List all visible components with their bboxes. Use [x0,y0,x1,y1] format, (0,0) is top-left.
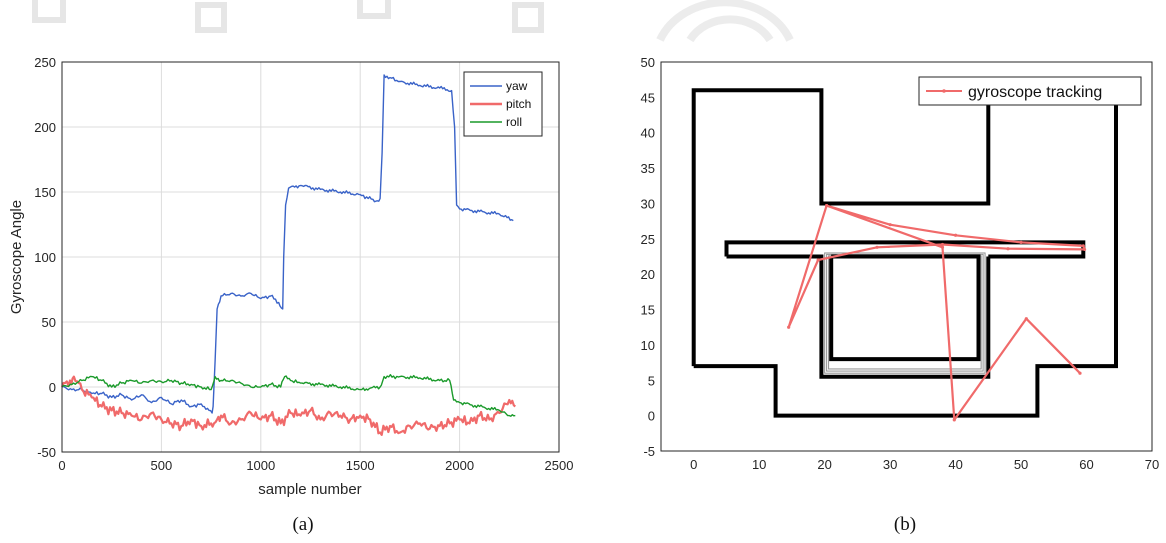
chart-b-tracking-point [875,245,879,249]
chart-b-tracking-point [1081,244,1085,248]
chart-b-ytick-label: 25 [641,232,655,247]
chart-a-xtick-label: 2500 [545,458,574,473]
chart-a-legend-label-pitch: pitch [506,97,531,111]
chart-b-wall [829,254,981,362]
chart-b-series-tracking [787,204,1086,421]
chart-b-wall [691,88,991,367]
chart-b-tracking-point [1082,247,1087,252]
chart-b-tracking-point [888,223,892,227]
chart-b-ytick-label: 50 [641,55,655,70]
chart-a-series-yaw [61,74,514,414]
chart-a-ytick-label: 200 [34,120,56,135]
chart-b-ytick-label: 40 [641,126,655,141]
chart-b-ytick-label: 35 [641,161,655,176]
chart-b-corridor-outline [826,253,984,372]
chart-b-legend-marker [942,89,946,93]
chart-b-tracking-point [816,258,820,262]
chart-b-xtick-label: 40 [948,457,962,472]
chart-b-tracking-point [787,325,791,329]
chart-b-tracking-point [1019,240,1023,244]
chart-b-wall [693,90,1118,418]
chart-b-ytick-label: 10 [641,338,655,353]
chart-b-xtick-label: 20 [817,457,831,472]
chart-a-panel-label: (a) [292,514,313,535]
chart-a-xtick-label: 0 [58,458,65,473]
chart-b: 0 10 20 30 40 50 60 70 -5 0 5 10 15 20 25 30 35 40 45 50 (b… [641,55,1160,535]
chart-b-ytick-label: 20 [641,267,655,282]
chart-a-grid [61,61,560,453]
chart-b-corridor-outline [824,252,986,374]
chart-b-tracking-point [1024,317,1028,321]
chart-b-panel-label: (b) [894,514,916,535]
chart-b-tracking-point [952,418,956,422]
chart-a-legend-label-yaw: yaw [506,79,528,93]
chart-b-ytick-label: 5 [648,373,655,388]
chart-b-ytick-label: 45 [641,90,655,105]
chart-a-series-pitch [60,375,516,436]
chart-a-series-roll [61,374,516,417]
chart-b-wall [726,254,991,379]
chart-b-legend-label: gyroscope tracking [968,84,1102,101]
chart-b-tracking-point [1006,247,1010,251]
chart-b-xtick-label: 10 [752,457,766,472]
chart-a-xlabel: sample number [258,481,361,498]
chart-a-ytick-label: 150 [34,185,56,200]
chart-b-xtick-label: 0 [690,457,697,472]
chart-b-tracking-point [940,242,945,247]
chart-b-xtick-label: 70 [1145,457,1159,472]
chart-b-xtick-label: 50 [1014,457,1028,472]
chart-b-ytick-label: -5 [643,444,655,459]
chart-a-legend-label-roll: roll [506,115,522,129]
chart-b-ytick-label: 15 [641,303,655,318]
chart-a-xtick-label: 2000 [445,458,474,473]
chart-a-frame [61,61,560,453]
chart-b-frame [660,61,1153,452]
chart-b-wall [724,240,1086,259]
chart-b-xtick-label: 30 [883,457,897,472]
chart-b-xtick-label: 60 [1079,457,1093,472]
chart-a-ytick-label: 250 [34,55,56,70]
chart-a-xtick-label: 500 [151,458,173,473]
chart-a-ytick-label: -50 [37,445,56,460]
chart-b-tracking-point [825,203,829,208]
chart-a-legend: yaw pitch roll [463,71,543,137]
chart-b-ytick-label: 0 [648,409,655,424]
chart-a-xtick-label: 1000 [246,458,275,473]
chart-a-xtick-label: 1500 [346,458,375,473]
chart-a-ytick-label: 50 [42,315,56,330]
chart-b-ytick-label: 30 [641,196,655,211]
chart-a-ytick-label: 0 [49,380,56,395]
chart-a-ylabel: Gyroscope Angle [8,200,25,314]
chart-b-legend: gyroscope tracking [918,76,1142,106]
chart-a-ytick-label: 100 [34,250,56,265]
chart-b-floor-plan [691,88,1118,418]
chart-b-tracking-point [940,245,945,249]
chart-a-series [60,74,516,436]
chart-b-tracking-point [954,233,958,237]
chart-b-tracking-point [1078,371,1082,375]
chart-b-series [787,203,1087,422]
watermark-shapes [32,0,794,43]
chart-b-ticks: 0 10 20 30 40 50 60 70 -5 0 5 10 15 20 25 30 35 40 45 50 [641,55,1160,472]
